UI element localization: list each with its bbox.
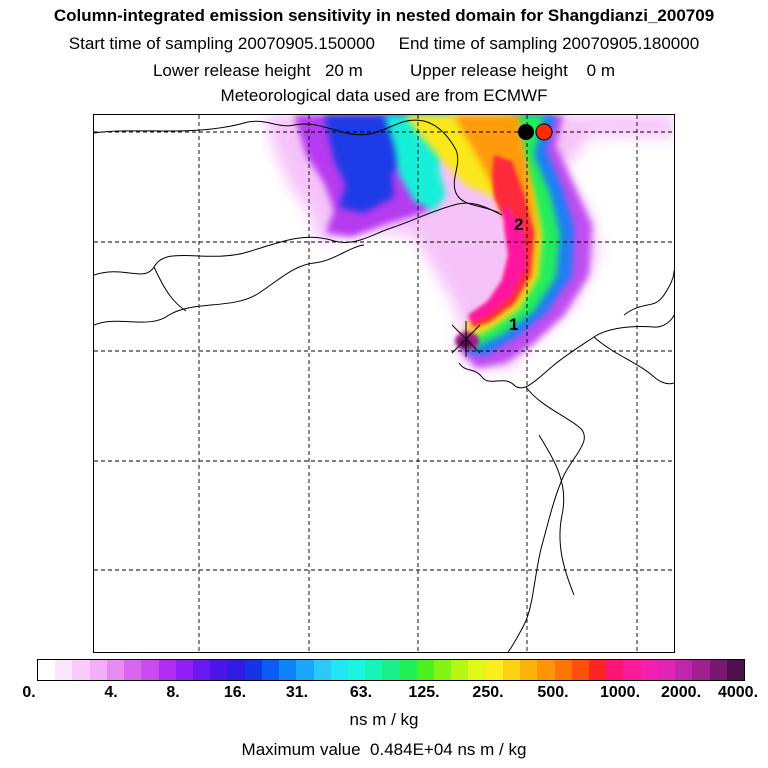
plume-source-region	[455, 332, 479, 350]
colorbar-segment	[124, 660, 142, 680]
colorbar-segment	[657, 660, 676, 680]
colorbar-tick: 8.	[166, 684, 180, 701]
colorbar-segment	[468, 660, 486, 680]
colorbar-segment	[192, 660, 211, 680]
colorbar-segment	[347, 660, 366, 680]
colorbar-segment	[55, 660, 73, 680]
sampling-time-line: Start time of sampling 20070905.150000 E…	[68, 34, 700, 53]
colorbar-segment	[382, 660, 400, 680]
colorbar-segment	[365, 660, 383, 680]
colorbar-segment	[537, 660, 555, 680]
maximum-value-text: Maximum value 0.484E+04 ns m / kg	[241, 740, 527, 759]
colorbar-segment	[606, 660, 624, 680]
colorbar-segment	[571, 660, 589, 680]
colorbar-segment	[485, 660, 503, 680]
colorbar-segment	[451, 660, 469, 680]
day-label-2: 2	[514, 215, 523, 234]
colorbar-segment	[261, 660, 280, 680]
colorbar-segment	[434, 660, 452, 680]
colorbar-tick-labels: 0. 4. 8. 16. 31. 63. 125. 250. 500. 1000…	[0, 684, 768, 706]
colorbar	[37, 659, 745, 681]
colorbar-segment	[520, 660, 538, 680]
map-panel: 1 2	[93, 114, 675, 653]
colorbar-segment	[227, 660, 245, 680]
colorbar-segment	[502, 660, 521, 680]
black-dot-marker	[518, 124, 534, 140]
graticule	[94, 115, 674, 652]
colorbar-segment	[141, 660, 159, 680]
colorbar-segment	[72, 660, 90, 680]
colorbar-tick: 4000.	[717, 684, 759, 701]
colorbar-segment	[675, 660, 693, 680]
colorbar-segment	[244, 660, 262, 680]
colorbar-segment	[330, 660, 348, 680]
colorbar-segment	[692, 660, 710, 680]
colorbar-tick: 0.	[22, 684, 36, 701]
colorbar-tick: 16.	[223, 684, 247, 701]
colorbar-segment	[158, 660, 176, 680]
release-height-line: Lower release height 20 m Upper release …	[152, 61, 616, 80]
colorbar-tick: 4.	[104, 684, 118, 701]
colorbar-segment	[399, 660, 417, 680]
emission-plume	[264, 115, 674, 371]
colorbar-segment	[210, 660, 228, 680]
colorbar-segment	[416, 660, 435, 680]
meteo-data-line: Meteorological data used are from ECMWF	[220, 86, 548, 105]
colorbar-tick: 125.	[408, 684, 440, 701]
red-dot-marker	[535, 123, 553, 141]
colorbar-segment	[640, 660, 658, 680]
release-point-cross	[451, 321, 481, 357]
colorbar-segment	[38, 660, 56, 680]
colorbar-tick: 1000.	[599, 684, 641, 701]
colorbar-segment	[279, 660, 297, 680]
colorbar-segment	[296, 660, 314, 680]
colorbar-tick: 63.	[349, 684, 373, 701]
plume-red-core	[468, 155, 534, 327]
colorbar-segment	[554, 660, 572, 680]
colorbar-tick: 250.	[472, 684, 504, 701]
figure-title: Column-integrated emission sensitivity i…	[53, 6, 715, 25]
colorbar-segment	[709, 660, 727, 680]
day-label-1: 1	[509, 315, 518, 334]
colorbar-tick: 31.	[285, 684, 309, 701]
colorbar-segment	[623, 660, 641, 680]
colorbar-segment	[313, 660, 331, 680]
colorbar-segment	[175, 660, 193, 680]
colorbar-unit: ns m / kg	[349, 710, 419, 729]
map-canvas: 1 2	[94, 115, 674, 652]
colorbar-segment	[589, 660, 607, 680]
colorbar-tick: 2000.	[660, 684, 702, 701]
colorbar-segment	[89, 660, 107, 680]
colorbar-tick: 500.	[537, 684, 569, 701]
colorbar-segment	[106, 660, 125, 680]
colorbar-segment	[726, 660, 744, 680]
